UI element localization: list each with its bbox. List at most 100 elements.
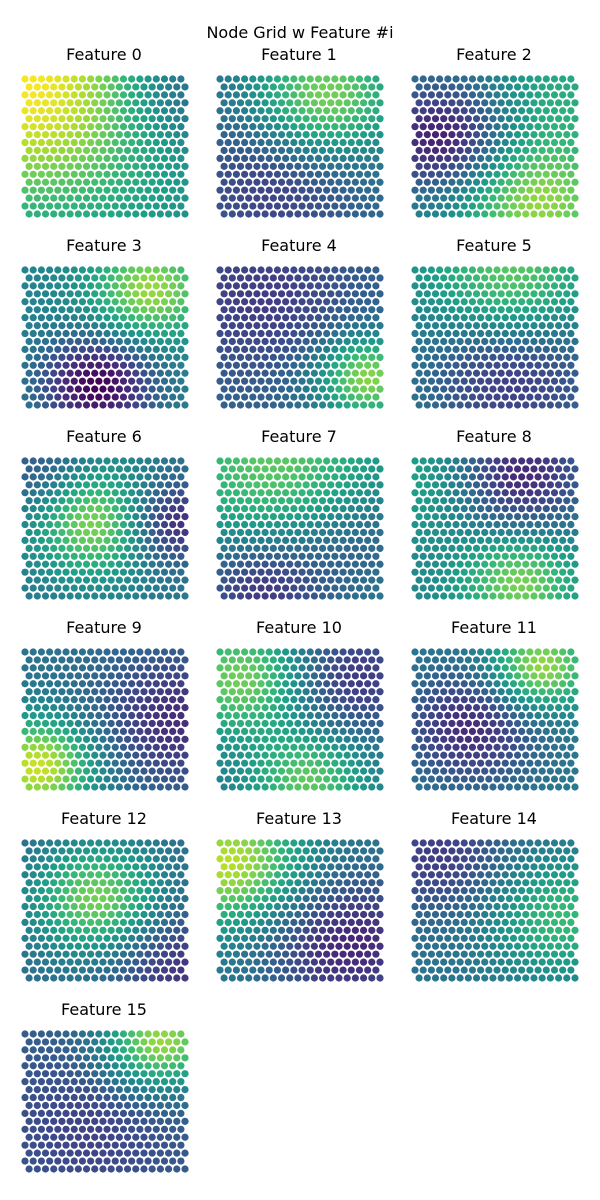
node-point [245,942,253,950]
node-point [41,162,50,170]
node-point [327,274,335,282]
node-point [216,775,224,783]
node-point [74,672,82,680]
node-point [177,138,185,147]
node-point [37,680,46,688]
node-point [368,528,376,537]
node-point [335,910,343,919]
node-point [241,154,249,163]
node-point [99,178,107,186]
node-point [232,887,241,895]
node-point [436,680,444,688]
node-point [232,489,241,497]
node-point [351,146,359,155]
node-point [355,361,364,369]
node-point [140,497,148,505]
node-point [70,839,78,847]
node-point [66,751,74,759]
node-point [257,887,265,895]
node-point [41,847,50,855]
node-point [123,353,132,361]
node-point [472,146,481,155]
node-point [169,314,177,322]
node-point [50,688,58,696]
node-point [538,274,546,282]
feature-panel-11: Feature 11 [411,618,579,791]
node-point [62,345,70,354]
node-point [481,83,489,91]
node-point [298,473,306,481]
node-point [423,497,431,505]
node-point [571,735,579,743]
node-point [78,186,87,194]
node-point [282,473,290,481]
node-point [310,369,318,377]
node-point [546,719,554,728]
node-point [526,314,534,322]
node-point [364,934,372,942]
node-point [253,910,261,919]
node-point [33,735,41,743]
node-point [253,210,261,218]
node-point [164,178,173,186]
node-point [144,91,152,99]
node-point [261,560,269,568]
node-point [119,266,128,274]
node-point [148,162,156,170]
node-point [559,759,567,767]
node-point [310,401,318,409]
node-point [554,99,563,107]
node-point [448,528,456,537]
feature-panel-13: Feature 13 [216,809,384,982]
node-point [181,656,189,664]
node-point [468,75,477,83]
node-point [21,329,29,338]
node-point [290,329,298,338]
node-point [534,696,542,704]
node-point [298,298,306,306]
node-point [148,926,156,934]
node-point [169,727,177,736]
node-point [489,83,497,91]
node-point [472,576,481,584]
node-point [359,290,368,298]
node-point [327,879,335,887]
node-point [513,353,522,361]
node-point [253,337,261,346]
node-point [314,75,323,83]
node-point [70,918,78,927]
node-point [257,711,265,720]
node-point [228,194,236,202]
node-point [140,274,148,282]
node-point [513,544,522,552]
node-point [277,130,286,139]
node-point [343,910,351,919]
node-point [245,703,253,712]
node-point [460,664,468,672]
node-point [224,266,232,274]
node-point [286,353,294,361]
node-point [173,290,181,298]
node-point [115,656,123,664]
node-point [107,369,115,377]
node-point [177,584,185,592]
node-point [66,560,74,568]
node-point [559,266,567,274]
node-point [173,544,181,552]
node-point [343,385,351,393]
node-point [368,592,376,600]
node-point [436,584,444,592]
node-point [335,321,343,330]
node-point [70,664,78,672]
node-point [477,107,485,115]
node-point [277,767,286,775]
node-point [526,696,534,704]
node-point [550,648,559,656]
node-point [91,528,99,537]
node-point [169,505,177,513]
node-point [286,306,294,314]
node-point [66,576,74,584]
node-point [347,170,355,178]
node-point [327,385,335,393]
node-point [95,266,103,274]
